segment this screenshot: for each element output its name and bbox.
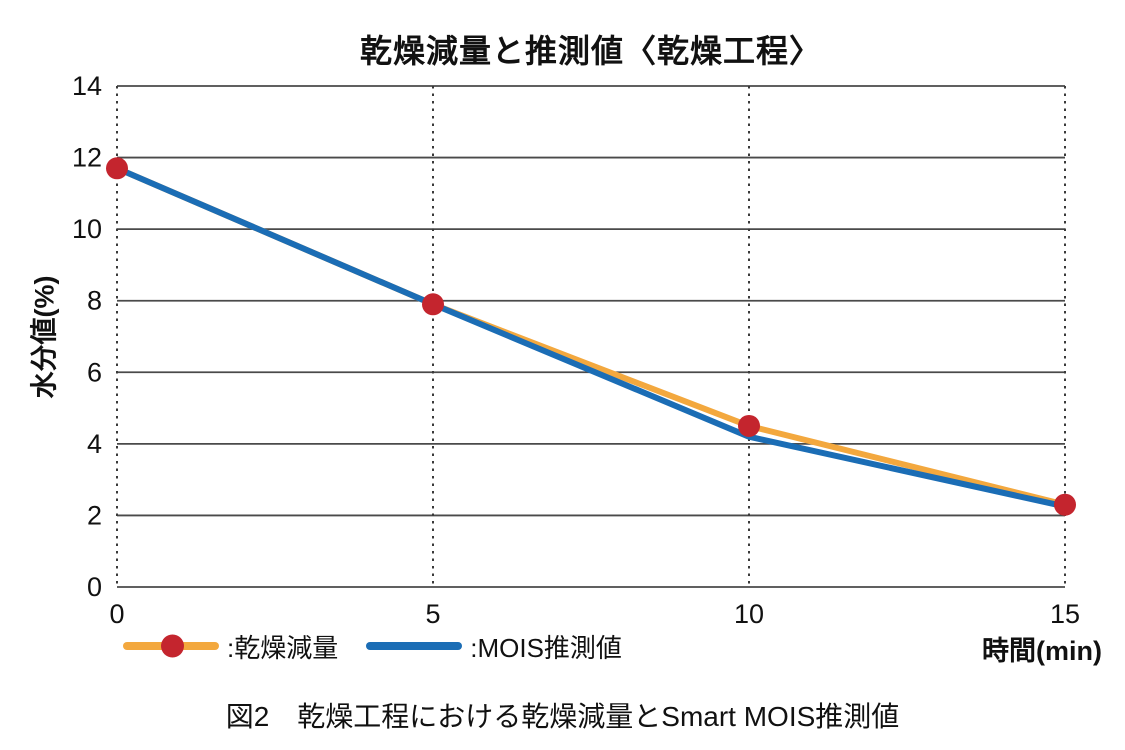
x-tick-label: 5 <box>425 599 440 629</box>
legend-item-drying-loss: :乾燥減量 <box>123 628 338 665</box>
series-line-mois-estimate <box>114 165 1068 510</box>
x-tick-label: 0 <box>109 599 124 629</box>
y-tick-label: 10 <box>72 214 102 244</box>
figure-caption: 図2 乾燥工程における乾燥減量とSmart MOIS推測値 <box>225 701 900 732</box>
x-axis-label: 時間(min) <box>982 636 1102 666</box>
drying-loss-line-swatch <box>123 634 219 658</box>
series-line-drying-loss <box>114 165 1068 508</box>
legend-label-mois-estimate: :MOIS推測値 <box>470 632 622 663</box>
data-point-marker <box>738 414 760 437</box>
y-tick-label: 14 <box>72 71 102 101</box>
mois-line-swatch <box>366 642 463 650</box>
x-tick-label: 10 <box>734 599 764 629</box>
y-tick-label: 4 <box>87 429 102 459</box>
legend-item-mois-estimate: :MOIS推測値 <box>366 628 622 665</box>
x-tick-label: 15 <box>1050 599 1080 629</box>
legend: :乾燥減量 :MOIS推測値 <box>123 629 622 663</box>
drying-loss-marker-swatch <box>161 634 184 658</box>
y-tick-label: 6 <box>87 357 102 387</box>
y-axis-label: 水分値(%) <box>29 275 60 399</box>
y-tick-label: 12 <box>72 143 102 173</box>
y-tick-label: 2 <box>87 500 102 530</box>
legend-label-drying-loss: :乾燥減量 <box>227 632 339 663</box>
data-point-marker <box>422 293 444 316</box>
data-point-marker <box>1054 493 1076 516</box>
y-tick-label: 0 <box>87 572 102 602</box>
y-tick-label: 8 <box>87 286 102 316</box>
chart-title: 乾燥減量と推測値〈乾燥工程〉 <box>359 33 822 69</box>
data-point-marker <box>106 157 128 180</box>
